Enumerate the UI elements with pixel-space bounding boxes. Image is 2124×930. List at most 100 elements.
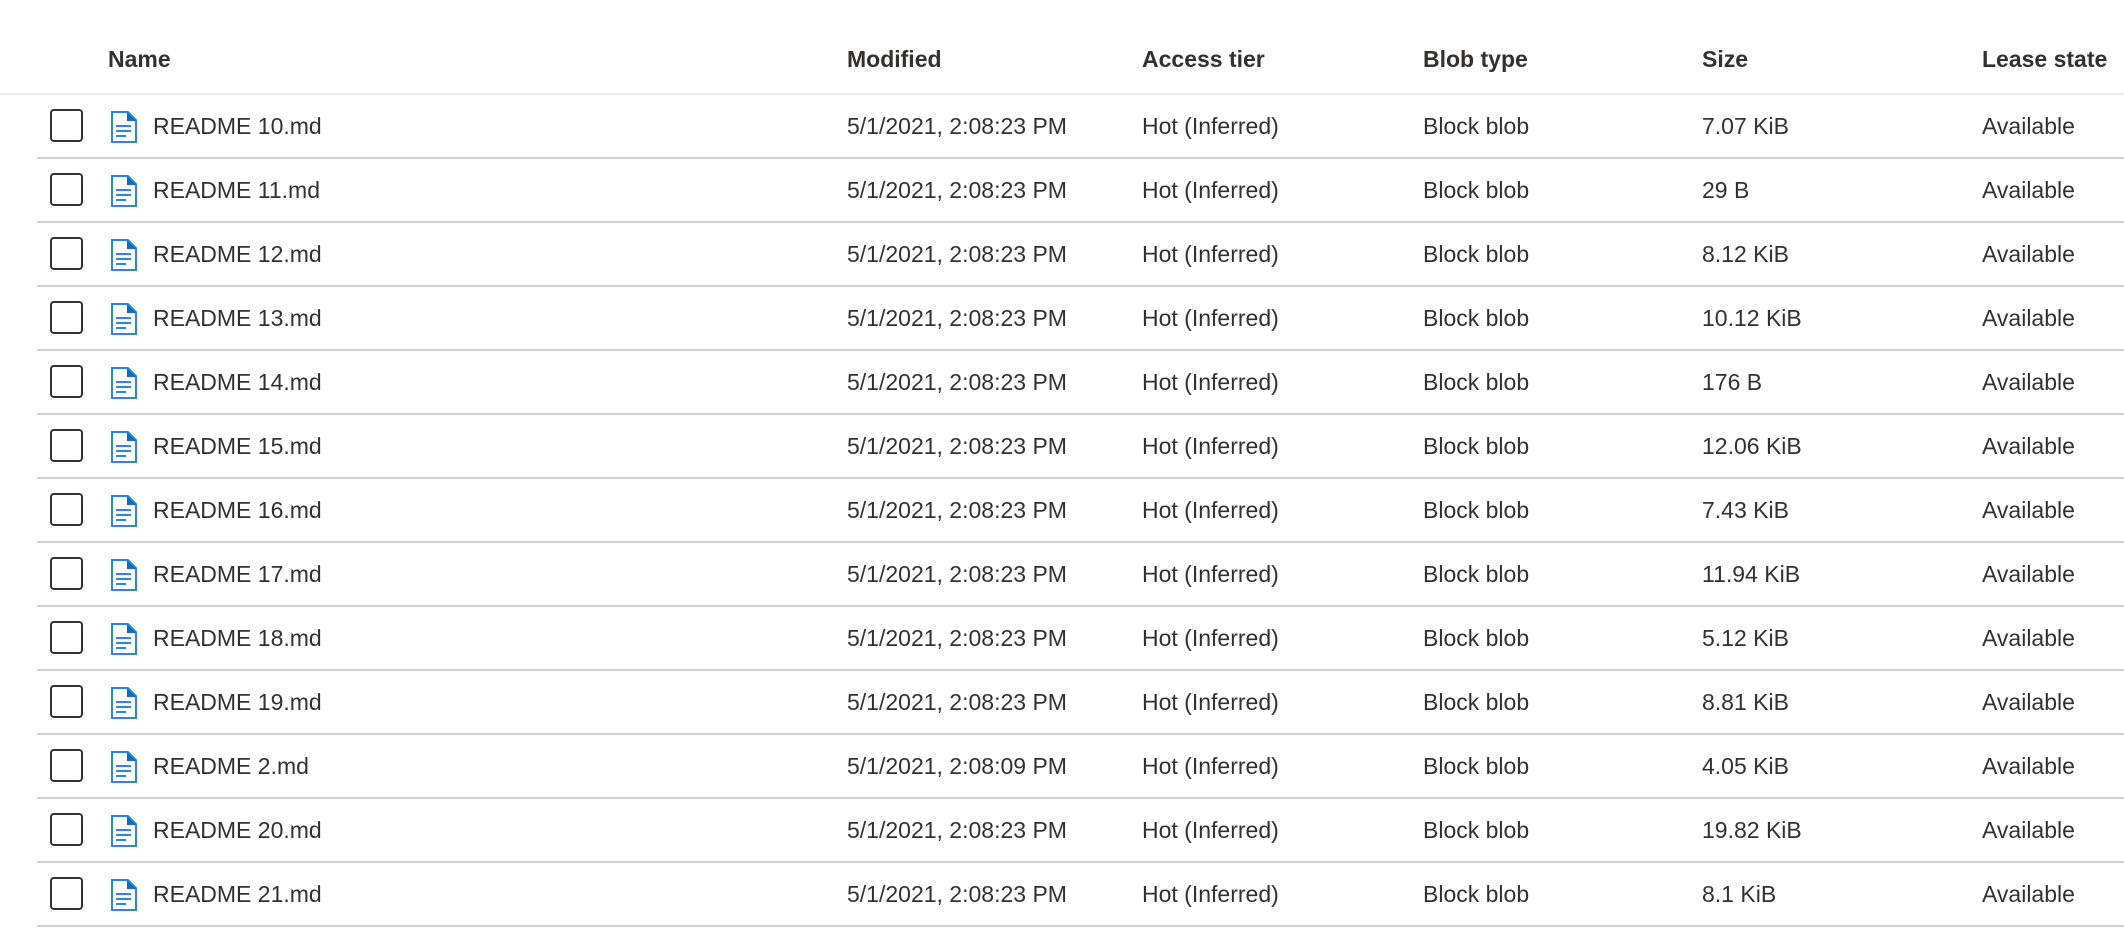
file-document-icon: [111, 751, 137, 783]
table-row[interactable]: README 10.md 5/1/2021, 2:08:23 PM Hot (I…: [37, 95, 2124, 159]
blob-size: 5.12 KiB: [1702, 625, 1789, 651]
row-checkbox[interactable]: [50, 237, 83, 270]
access-tier: Hot (Inferred): [1142, 625, 1279, 651]
table-row[interactable]: README 12.md 5/1/2021, 2:08:23 PM Hot (I…: [37, 223, 2124, 287]
access-tier: Hot (Inferred): [1142, 817, 1279, 843]
modified-date: 5/1/2021, 2:08:23 PM: [847, 177, 1067, 203]
blob-type: Block blob: [1423, 305, 1530, 331]
file-document-icon: [111, 367, 137, 399]
access-tier: Hot (Inferred): [1142, 753, 1279, 779]
blob-size: 8.12 KiB: [1702, 241, 1789, 267]
modified-date: 5/1/2021, 2:08:23 PM: [847, 241, 1067, 267]
table-row[interactable]: README 18.md 5/1/2021, 2:08:23 PM Hot (I…: [37, 607, 2124, 671]
file-document-icon: [111, 303, 137, 335]
lease-state: Available: [1982, 753, 2075, 779]
column-header-lease-state[interactable]: Lease state: [1982, 46, 2108, 72]
modified-date: 5/1/2021, 2:08:23 PM: [847, 305, 1067, 331]
modified-date: 5/1/2021, 2:08:23 PM: [847, 113, 1067, 139]
blob-name[interactable]: README 10.md: [153, 113, 322, 139]
blob-size: 7.43 KiB: [1702, 497, 1789, 523]
row-checkbox[interactable]: [50, 365, 83, 398]
row-checkbox[interactable]: [50, 621, 83, 654]
blob-type: Block blob: [1423, 433, 1530, 459]
row-checkbox[interactable]: [50, 877, 83, 910]
lease-state: Available: [1982, 177, 2075, 203]
table-row[interactable]: README 19.md 5/1/2021, 2:08:23 PM Hot (I…: [37, 671, 2124, 735]
blob-type: Block blob: [1423, 625, 1530, 651]
blob-size: 8.1 KiB: [1702, 881, 1777, 907]
file-document-icon: [111, 111, 137, 143]
table-row[interactable]: README 13.md 5/1/2021, 2:08:23 PM Hot (I…: [37, 287, 2124, 351]
row-checkbox[interactable]: [50, 749, 83, 782]
modified-date: 5/1/2021, 2:08:23 PM: [847, 817, 1067, 843]
column-header-access-tier[interactable]: Access tier: [1142, 46, 1265, 72]
access-tier: Hot (Inferred): [1142, 497, 1279, 523]
lease-state: Available: [1982, 497, 2075, 523]
blob-name[interactable]: README 17.md: [153, 561, 322, 587]
table-row[interactable]: README 11.md 5/1/2021, 2:08:23 PM Hot (I…: [37, 159, 2124, 223]
modified-date: 5/1/2021, 2:08:23 PM: [847, 881, 1067, 907]
row-checkbox[interactable]: [50, 301, 83, 334]
row-checkbox[interactable]: [50, 429, 83, 462]
access-tier: Hot (Inferred): [1142, 369, 1279, 395]
column-header-size[interactable]: Size: [1702, 46, 1749, 72]
file-document-icon: [111, 431, 137, 463]
access-tier: Hot (Inferred): [1142, 433, 1279, 459]
blob-size: 29 B: [1702, 177, 1750, 203]
lease-state: Available: [1982, 561, 2075, 587]
access-tier: Hot (Inferred): [1142, 241, 1279, 267]
access-tier: Hot (Inferred): [1142, 881, 1279, 907]
modified-date: 5/1/2021, 2:08:23 PM: [847, 625, 1067, 651]
blob-type: Block blob: [1423, 113, 1530, 139]
lease-state: Available: [1982, 625, 2075, 651]
blob-size: 176 B: [1702, 369, 1763, 395]
table-row[interactable]: README 21.md 5/1/2021, 2:08:23 PM Hot (I…: [37, 863, 2124, 927]
lease-state: Available: [1982, 817, 2075, 843]
row-checkbox[interactable]: [50, 173, 83, 206]
table-row[interactable]: README 16.md 5/1/2021, 2:08:23 PM Hot (I…: [37, 479, 2124, 543]
blob-name[interactable]: README 14.md: [153, 369, 322, 395]
lease-state: Available: [1982, 241, 2075, 267]
blob-type: Block blob: [1423, 177, 1530, 203]
lease-state: Available: [1982, 689, 2075, 715]
modified-date: 5/1/2021, 2:08:09 PM: [847, 753, 1067, 779]
blob-name[interactable]: README 21.md: [153, 881, 322, 907]
blob-size: 11.94 KiB: [1702, 561, 1801, 587]
table-row[interactable]: README 15.md 5/1/2021, 2:08:23 PM Hot (I…: [37, 415, 2124, 479]
row-checkbox[interactable]: [50, 109, 83, 142]
blob-name[interactable]: README 18.md: [153, 625, 322, 651]
modified-date: 5/1/2021, 2:08:23 PM: [847, 369, 1067, 395]
table-row[interactable]: README 20.md 5/1/2021, 2:08:23 PM Hot (I…: [37, 799, 2124, 863]
lease-state: Available: [1982, 113, 2075, 139]
blob-name[interactable]: README 12.md: [153, 241, 322, 267]
blob-type: Block blob: [1423, 689, 1530, 715]
blob-type: Block blob: [1423, 881, 1530, 907]
blob-name[interactable]: README 13.md: [153, 305, 322, 331]
blob-size: 4.05 KiB: [1702, 753, 1789, 779]
blob-name[interactable]: README 15.md: [153, 433, 322, 459]
row-checkbox[interactable]: [50, 557, 83, 590]
lease-state: Available: [1982, 305, 2075, 331]
row-checkbox[interactable]: [50, 685, 83, 718]
blob-size: 12.06 KiB: [1702, 433, 1802, 459]
blob-name[interactable]: README 11.md: [153, 177, 321, 203]
file-document-icon: [111, 879, 137, 911]
table-row[interactable]: README 14.md 5/1/2021, 2:08:23 PM Hot (I…: [37, 351, 2124, 415]
blob-size: 7.07 KiB: [1702, 113, 1789, 139]
table-row[interactable]: README 17.md 5/1/2021, 2:08:23 PM Hot (I…: [37, 543, 2124, 607]
blob-name[interactable]: README 20.md: [153, 817, 322, 843]
column-header-name[interactable]: Name: [108, 46, 171, 72]
row-checkbox[interactable]: [50, 493, 83, 526]
blob-name[interactable]: README 2.md: [153, 753, 309, 779]
file-document-icon: [111, 559, 137, 591]
column-header-blob-type[interactable]: Blob type: [1423, 46, 1528, 72]
table-row[interactable]: README 2.md 5/1/2021, 2:08:09 PM Hot (In…: [37, 735, 2124, 799]
lease-state: Available: [1982, 881, 2075, 907]
blob-name[interactable]: README 16.md: [153, 497, 322, 523]
row-checkbox[interactable]: [50, 813, 83, 846]
column-header-modified[interactable]: Modified: [847, 46, 942, 72]
blob-type: Block blob: [1423, 817, 1530, 843]
modified-date: 5/1/2021, 2:08:23 PM: [847, 689, 1067, 715]
file-document-icon: [111, 495, 137, 527]
blob-name[interactable]: README 19.md: [153, 689, 322, 715]
